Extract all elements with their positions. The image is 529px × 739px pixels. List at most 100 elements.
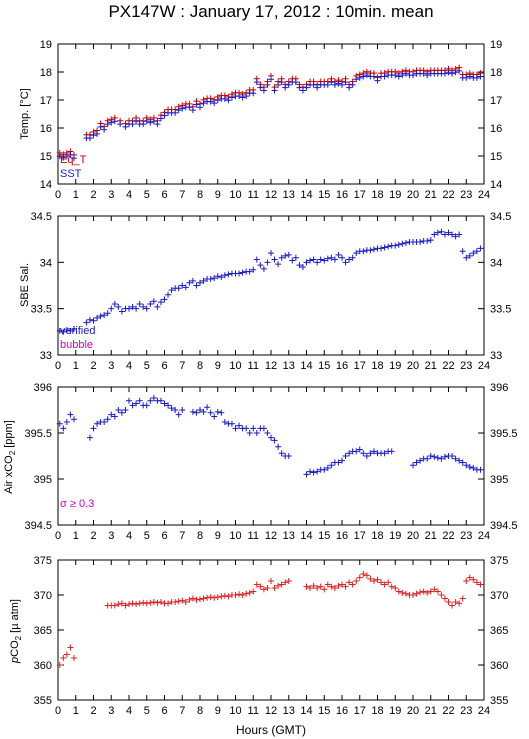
x-tick-label: 6	[161, 189, 167, 201]
x-tick-label: 1	[73, 530, 79, 542]
y-tick-label-right: 396	[490, 382, 508, 394]
data-point	[310, 582, 317, 589]
data-point	[324, 255, 331, 262]
data-point	[221, 418, 228, 425]
y-tick-label-left: 360	[34, 660, 52, 672]
x-tick-label: 11	[248, 360, 259, 372]
data-point	[299, 87, 306, 94]
ylabel-temperature: Temp. [°C]	[19, 88, 31, 139]
data-point	[253, 430, 260, 436]
data-point	[143, 118, 150, 125]
data-point	[243, 590, 250, 597]
data-point	[239, 94, 246, 101]
data-point	[243, 425, 250, 432]
data-point	[445, 229, 452, 236]
data-point	[360, 248, 367, 255]
data-point	[150, 298, 157, 305]
data-point	[278, 254, 285, 261]
panel-air-xco2: 0 1 2 3 4 5 6 7 8 9 10 11 12 13 14 15 16 17 18 19 20 21 22 23 24…	[24, 382, 517, 542]
data-point	[221, 592, 228, 599]
x-tick-label: 9	[215, 360, 221, 372]
data-point	[200, 277, 207, 284]
x-tick-label: 20	[407, 189, 419, 201]
data-point	[165, 402, 172, 409]
data-point	[275, 261, 282, 268]
data-point	[193, 282, 200, 289]
x-tick-label: 10	[229, 530, 241, 542]
data-point	[101, 126, 108, 133]
data-point	[214, 408, 221, 415]
data-point	[331, 256, 338, 263]
data-point	[342, 583, 349, 590]
x-tick-label: 15	[318, 705, 330, 717]
data-point	[236, 93, 243, 100]
data-point	[228, 94, 235, 101]
data-point	[363, 453, 370, 459]
data-point	[392, 585, 399, 591]
data-point	[90, 317, 97, 324]
data-point	[268, 578, 274, 584]
data-point	[239, 592, 246, 598]
data-point	[459, 248, 466, 255]
data-point	[56, 327, 63, 334]
data-point	[360, 73, 367, 80]
data-point	[118, 600, 125, 607]
data-point	[250, 425, 257, 432]
x-tick-label: 11	[248, 189, 259, 201]
data-point	[346, 579, 353, 586]
x-tick-label: 19	[389, 530, 401, 542]
data-point	[424, 455, 431, 462]
data-point	[67, 644, 74, 651]
legend-eq-t: Eq_T	[60, 154, 87, 166]
data-point	[115, 407, 122, 413]
data-point	[399, 589, 406, 596]
x-tick-label: 4	[126, 530, 132, 542]
data-point	[189, 107, 196, 114]
data-point	[477, 581, 484, 588]
data-point	[410, 72, 416, 79]
data-point	[438, 228, 445, 235]
y-tick-label-right: 360	[490, 660, 508, 672]
data-point	[264, 430, 271, 436]
data-point	[175, 411, 182, 418]
x-tick-label: 7	[179, 189, 185, 201]
data-point	[207, 98, 214, 105]
data-point	[221, 95, 228, 102]
x-tick-label: 5	[144, 530, 150, 542]
data-point	[385, 243, 392, 250]
data-point	[346, 84, 353, 91]
data-point	[179, 407, 186, 413]
y-tick-label-left: 19	[40, 39, 52, 51]
x-tick-label: 7	[179, 360, 185, 372]
data-point	[63, 326, 70, 333]
data-point	[143, 305, 150, 312]
x-tick-label: 4	[126, 189, 132, 201]
data-point	[193, 101, 200, 108]
data-point	[172, 599, 179, 605]
x-tick-label: 14	[300, 360, 312, 372]
data-point	[353, 448, 360, 455]
y-tick-label-left: 34.5	[31, 211, 52, 223]
data-point	[179, 282, 186, 289]
data-point	[101, 418, 108, 425]
data-point	[232, 592, 239, 598]
data-point	[129, 600, 136, 607]
data-point	[211, 275, 218, 282]
data-point	[452, 599, 459, 605]
data-point	[221, 272, 228, 279]
data-point	[278, 581, 285, 588]
data-point	[424, 589, 431, 596]
x-tick-label: 21	[425, 189, 437, 201]
data-point	[392, 242, 399, 249]
x-tick-label: 7	[179, 705, 185, 717]
data-point	[111, 413, 118, 420]
x-axis-label: Hours (GMT)	[236, 723, 306, 737]
y-tick-label-left: 394.5	[24, 520, 52, 532]
x-tick-label: 21	[425, 360, 437, 372]
data-point	[94, 420, 101, 427]
data-point	[161, 400, 168, 407]
data-point	[136, 397, 143, 404]
data-point	[193, 596, 200, 603]
y-tick-label-right: 15	[490, 151, 502, 163]
data-point	[413, 590, 420, 597]
